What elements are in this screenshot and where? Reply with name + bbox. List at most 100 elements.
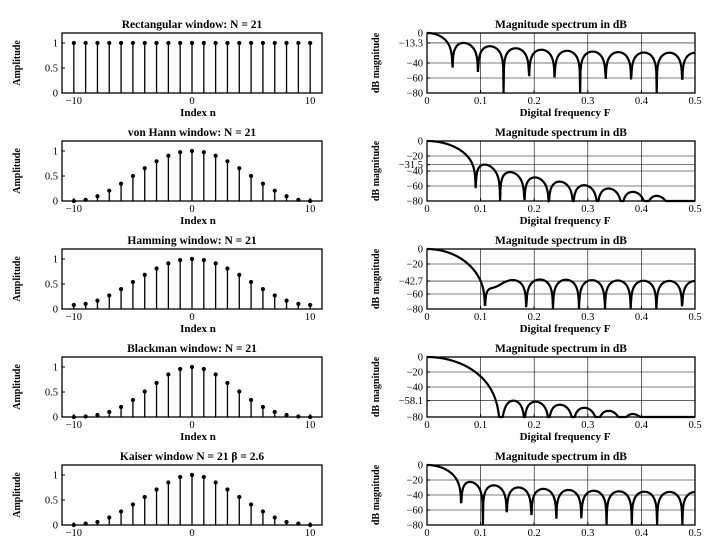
- y-tick-label: −20: [407, 476, 423, 487]
- x-tick-label: 10: [305, 204, 316, 215]
- stem-marker: [201, 150, 206, 155]
- spectrum-plot: Magnitude spectrum in dB dB magnitude Digi…: [371, 235, 702, 335]
- stem-marker: [248, 279, 254, 285]
- x-axis-label: Digital frequency F: [520, 323, 611, 335]
- x-tick-label: 0: [189, 420, 194, 431]
- stem-marker: [71, 522, 76, 528]
- stem-marker: [201, 40, 206, 46]
- x-tick-label: 0.2: [528, 528, 541, 539]
- stem-marker: [130, 173, 136, 179]
- stem-marker: [178, 258, 183, 263]
- window-stem-plot: von Hann window: N = 21 Amplitude Index n −…: [12, 127, 323, 227]
- x-tick-label: 0.4: [635, 420, 649, 431]
- y-tick-label: 1: [53, 255, 58, 266]
- x-tick-label: 0.5: [688, 528, 701, 539]
- spectrum-plot: Magnitude spectrum in dB dB magnitude Digi…: [371, 127, 702, 227]
- y-tick-label: −40: [407, 167, 423, 178]
- y-tick-label: −80: [407, 521, 423, 532]
- y-tick-label: 0: [418, 245, 423, 256]
- stem-marker: [308, 198, 313, 204]
- stem-marker: [83, 197, 88, 202]
- stem-marker: [178, 150, 183, 155]
- chart-title: Magnitude spectrum in dB: [495, 19, 627, 31]
- stem-marker: [166, 40, 171, 46]
- stem-marker: [142, 166, 147, 171]
- stem-marker: [213, 153, 218, 158]
- stem-marker: [296, 40, 301, 46]
- stem-marker: [154, 40, 159, 46]
- stem-marker: [107, 293, 112, 298]
- stem-marker: [213, 480, 218, 485]
- stem-marker: [107, 40, 112, 46]
- x-tick-label: 10: [305, 420, 316, 431]
- stem-marker: [248, 502, 254, 507]
- stem-marker: [166, 261, 171, 266]
- x-tick-label: 0: [189, 204, 194, 215]
- y-tick-label: 0: [418, 461, 423, 472]
- stem-marker: [83, 301, 88, 306]
- stem-marker: [189, 472, 195, 478]
- stem-marker: [118, 404, 124, 410]
- x-axis-label: Digital frequency F: [520, 107, 611, 119]
- stem-marker: [154, 159, 159, 164]
- stem-marker: [130, 502, 136, 507]
- stem-marker: [248, 40, 254, 46]
- chart-title: Magnitude spectrum in dB: [495, 127, 627, 139]
- x-tick-label: 0.2: [528, 96, 541, 107]
- stem-marker: [95, 40, 100, 46]
- y-tick-label: −58.1: [399, 396, 423, 407]
- x-tick-label: 0.3: [581, 96, 594, 107]
- stem-marker: [107, 188, 112, 193]
- y-tick-label: −20: [407, 152, 423, 163]
- stem-marker: [225, 266, 230, 271]
- stem-marker: [225, 487, 230, 492]
- y-tick-label: −80: [407, 197, 423, 208]
- stem-marker: [201, 474, 206, 480]
- stem-marker: [272, 409, 277, 415]
- plot-frame: [426, 248, 696, 310]
- stem-marker: [296, 521, 301, 526]
- stem-marker: [272, 40, 277, 46]
- stem-marker: [166, 372, 171, 377]
- x-tick-label: 0.3: [581, 312, 594, 323]
- stem-marker: [260, 287, 266, 292]
- y-tick-label: −60: [407, 290, 423, 301]
- spectrum-line: [427, 247, 696, 310]
- stem-marker: [71, 198, 76, 204]
- chart-title: Kaiser window N = 21 β = 2.6: [120, 451, 264, 463]
- stem-marker: [142, 272, 147, 277]
- y-axis-label: dB magnitude: [371, 464, 382, 525]
- stem-marker: [284, 194, 289, 199]
- x-tick-label: 0.4: [635, 96, 649, 107]
- stem-marker: [118, 40, 124, 46]
- y-tick-label: −42.7: [399, 277, 423, 288]
- stem-marker: [201, 258, 206, 263]
- y-tick-label: −80: [407, 89, 423, 100]
- chart-title: Magnitude spectrum in dB: [495, 451, 627, 463]
- y-tick-label: −31.5: [399, 160, 423, 171]
- stem-marker: [260, 509, 266, 514]
- x-tick-label: 0.1: [474, 204, 487, 215]
- x-axis-label: Index n: [180, 215, 216, 227]
- stem-marker: [272, 515, 277, 520]
- stem-marker: [118, 509, 124, 514]
- stem-marker: [83, 521, 88, 526]
- y-tick-label: 0.5: [45, 280, 58, 291]
- stem-marker: [237, 166, 242, 171]
- y-tick-label: −20: [407, 368, 423, 379]
- x-tick-label: 0.2: [528, 420, 541, 431]
- y-tick-label: 0: [53, 413, 58, 424]
- stem-marker: [272, 188, 277, 193]
- y-tick-label: −40: [407, 383, 423, 394]
- y-tick-label: −40: [407, 59, 423, 70]
- y-tick-label: 0.5: [45, 172, 58, 183]
- y-tick-label: 0: [53, 89, 58, 100]
- x-tick-label: 0.2: [528, 204, 541, 215]
- window-stem-plot: Kaiser window N = 21 β = 2.6AmplitudeInd…: [12, 451, 323, 540]
- stem-marker: [71, 302, 76, 308]
- x-tick-label: −10: [66, 96, 82, 107]
- x-tick-label: 0: [424, 528, 429, 539]
- x-tick-label: 0.3: [581, 528, 594, 539]
- stem-marker: [248, 397, 254, 403]
